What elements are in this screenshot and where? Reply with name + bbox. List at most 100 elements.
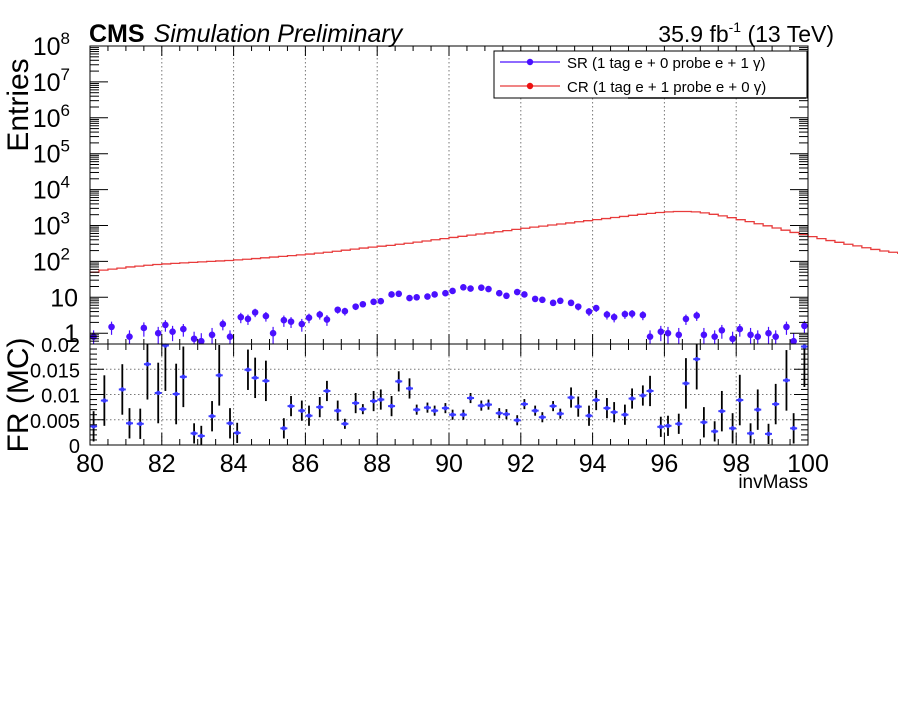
fr-marker bbox=[210, 414, 214, 418]
sr-marker bbox=[683, 316, 690, 323]
fr-marker bbox=[289, 404, 293, 408]
fr-marker bbox=[587, 414, 591, 418]
fr-marker bbox=[307, 414, 311, 418]
fr-marker bbox=[192, 431, 196, 435]
sr-marker bbox=[352, 303, 359, 310]
sr-marker bbox=[360, 301, 367, 308]
fr-marker bbox=[253, 376, 257, 380]
sr-marker bbox=[622, 311, 629, 318]
fr-marker bbox=[497, 411, 501, 415]
sr-marker bbox=[263, 313, 270, 320]
tick-base: 10 bbox=[33, 69, 61, 97]
fr-marker bbox=[748, 431, 752, 435]
fr-marker bbox=[677, 422, 681, 426]
x-tick-label: 82 bbox=[148, 450, 176, 478]
fr-marker bbox=[666, 424, 670, 428]
fr-marker bbox=[515, 418, 519, 422]
upper-y-axis-label: Entries bbox=[2, 58, 35, 151]
sr-point bbox=[496, 290, 503, 297]
upper-y-tick-label: 10 bbox=[50, 284, 78, 312]
tick-exponent: 2 bbox=[61, 244, 70, 263]
fr-marker bbox=[246, 368, 250, 372]
sr-marker bbox=[747, 332, 754, 339]
sr-point bbox=[478, 284, 485, 291]
fr-marker bbox=[630, 396, 634, 400]
fr-marker bbox=[228, 421, 232, 425]
legend-sr-marker bbox=[527, 59, 533, 65]
sr-marker bbox=[693, 312, 700, 319]
fr-marker bbox=[766, 432, 770, 436]
sr-marker bbox=[324, 316, 331, 323]
fr-marker bbox=[145, 362, 149, 366]
sr-point bbox=[568, 300, 575, 307]
sr-marker bbox=[719, 327, 726, 334]
sr-marker bbox=[299, 321, 306, 328]
tick-base: 10 bbox=[33, 141, 61, 169]
sr-marker bbox=[754, 333, 761, 340]
fr-marker bbox=[282, 426, 286, 430]
sr-point bbox=[449, 288, 456, 295]
sr-marker bbox=[209, 332, 216, 339]
ratio-y-axis-label: FR (MC) bbox=[2, 338, 35, 453]
fr-marker bbox=[504, 412, 508, 416]
sr-point bbox=[503, 293, 510, 300]
sr-marker bbox=[449, 288, 456, 295]
sr-marker bbox=[514, 289, 521, 296]
sr-marker bbox=[388, 291, 395, 298]
sr-marker bbox=[736, 326, 743, 333]
fr-marker bbox=[120, 387, 124, 391]
fr-marker bbox=[648, 389, 652, 393]
legend-cr-label: CR (1 tag e + 1 probe e + 0 γ) bbox=[567, 79, 766, 96]
fr-marker bbox=[325, 389, 329, 393]
fr-marker bbox=[343, 422, 347, 426]
tick-base: 10 bbox=[33, 33, 61, 61]
sr-marker bbox=[640, 312, 647, 319]
sr-marker bbox=[485, 286, 492, 293]
fr-marker bbox=[784, 378, 788, 382]
fr-marker bbox=[730, 426, 734, 430]
tick-exponent: 3 bbox=[61, 208, 70, 227]
fr-marker bbox=[551, 404, 555, 408]
sr-marker bbox=[227, 333, 234, 340]
sr-marker bbox=[162, 322, 169, 329]
ratio-y-tick-label: 0.01 bbox=[41, 386, 80, 408]
fr-marker bbox=[235, 431, 239, 435]
fr-marker bbox=[336, 408, 340, 412]
x-axis-label: invMass bbox=[738, 472, 808, 493]
sr-point bbox=[539, 297, 546, 304]
fr-marker bbox=[522, 402, 526, 406]
fr-marker bbox=[379, 397, 383, 401]
fr-marker bbox=[199, 434, 203, 438]
sr-point bbox=[370, 298, 377, 305]
sr-marker bbox=[711, 333, 718, 340]
fr-marker bbox=[300, 408, 304, 412]
sr-point bbox=[557, 297, 564, 304]
sr-marker bbox=[334, 306, 341, 313]
fr-marker bbox=[773, 402, 777, 406]
sr-point bbox=[550, 300, 557, 307]
fr-marker bbox=[102, 398, 106, 402]
legend-cr-marker bbox=[527, 83, 533, 89]
fr-marker bbox=[425, 405, 429, 409]
fr-marker bbox=[181, 375, 185, 379]
tick-exponent: 4 bbox=[61, 173, 70, 192]
sr-marker bbox=[783, 324, 790, 331]
sr-marker bbox=[155, 330, 162, 337]
x-tick-label: 92 bbox=[507, 450, 535, 478]
fr-marker bbox=[720, 409, 724, 413]
sr-marker bbox=[557, 297, 564, 304]
ratio-y-tick-label: 0.015 bbox=[30, 360, 80, 382]
fr-marker bbox=[361, 407, 365, 411]
sr-marker bbox=[220, 321, 227, 328]
sr-marker bbox=[568, 300, 575, 307]
fr-marker bbox=[612, 410, 616, 414]
sr-marker bbox=[647, 333, 654, 340]
tick-exponent: 6 bbox=[61, 101, 70, 120]
sr-point bbox=[532, 296, 539, 303]
sr-marker bbox=[370, 298, 377, 305]
sr-marker bbox=[252, 309, 259, 316]
header-title: CMS Simulation Preliminary bbox=[89, 20, 404, 48]
fr-marker bbox=[407, 386, 411, 390]
energy-label: (13 TeV) bbox=[741, 21, 834, 47]
